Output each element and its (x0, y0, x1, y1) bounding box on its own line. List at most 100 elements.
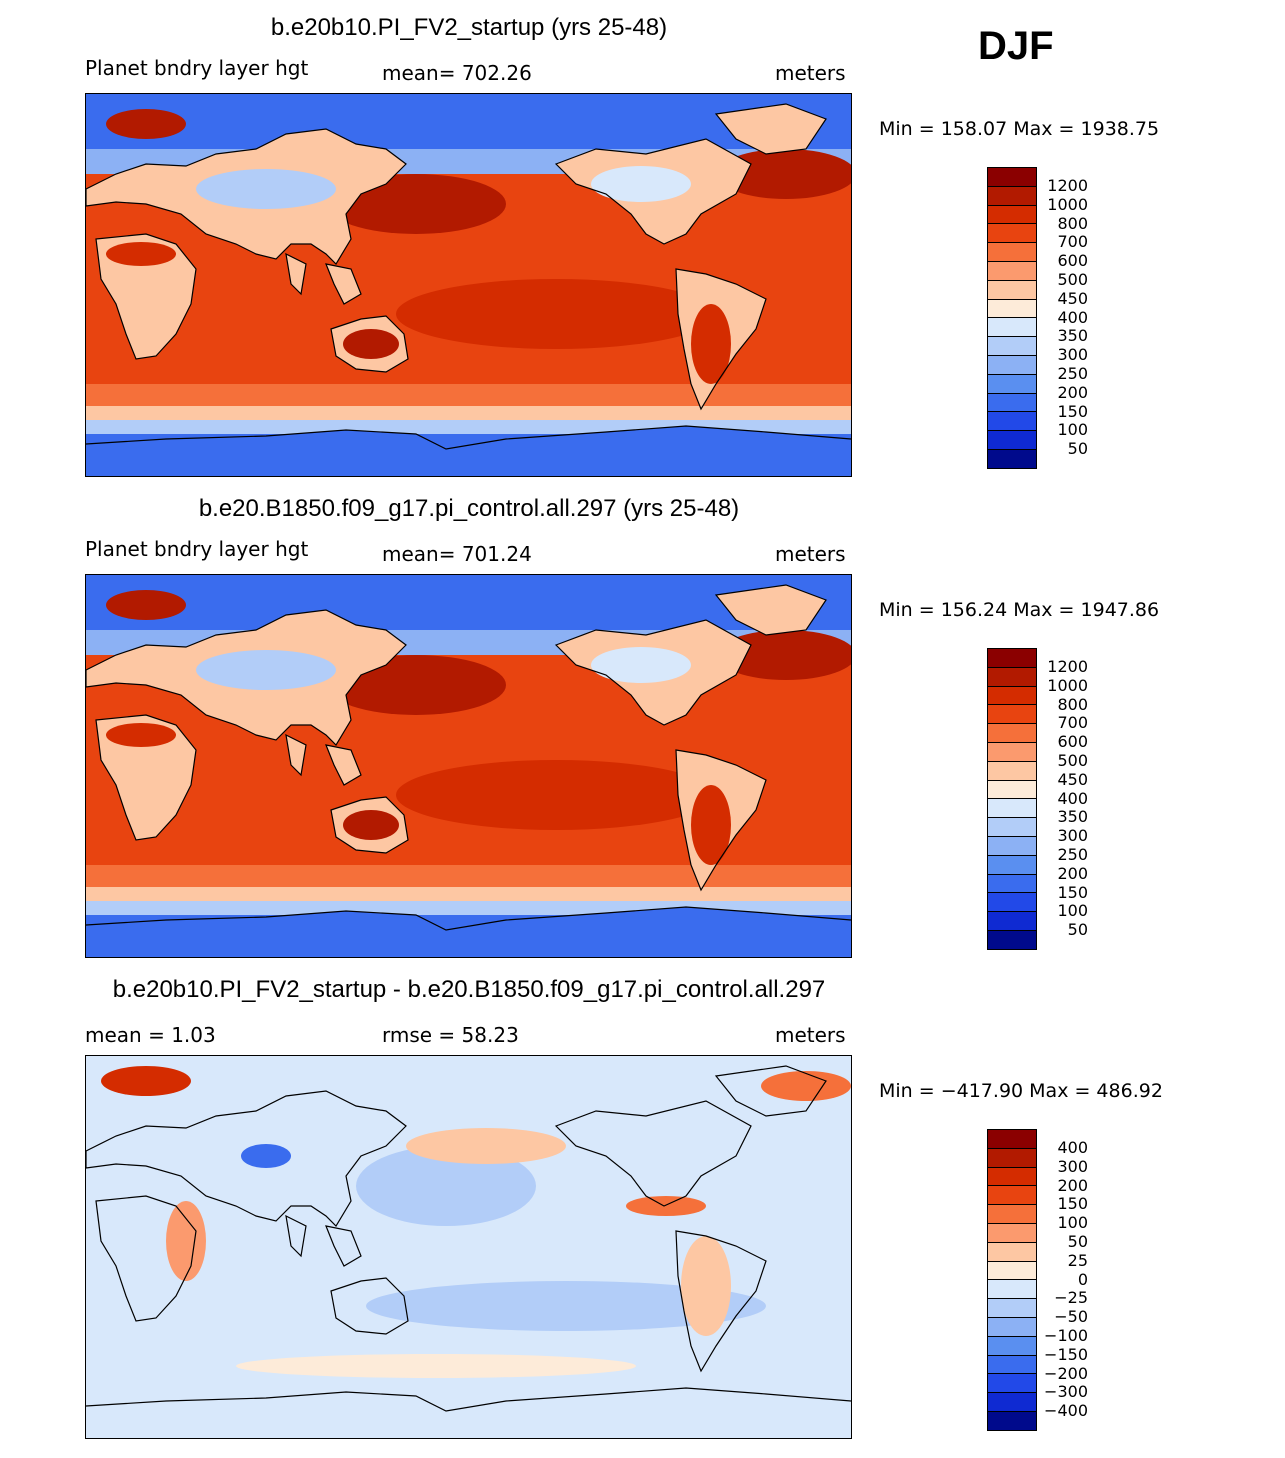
legend-swatch (988, 724, 1036, 743)
map-canvas (86, 575, 851, 957)
variable-label: Planet bndry layer hgt (85, 56, 309, 80)
legend-swatch (988, 355, 1036, 375)
legend-swatch (988, 318, 1036, 338)
legend-swatch (988, 168, 1036, 187)
legend-label: 800 (1057, 213, 1088, 233)
legend-swatch (988, 818, 1036, 837)
legend-swatch (988, 299, 1036, 319)
legend-swatch (988, 1411, 1036, 1430)
legend-label: 100 (1057, 1213, 1088, 1233)
legend-swatch (988, 1167, 1036, 1187)
legend-swatch (988, 261, 1036, 281)
legend-label: 1000 (1047, 675, 1088, 695)
season-label: DJF (978, 24, 1054, 68)
legend-label: −50 (1054, 1307, 1088, 1327)
min-max-label: Min = −417.90 Max = 486.92 (879, 1080, 1163, 1102)
legend-label: 1200 (1047, 657, 1088, 676)
legend-swatch (988, 780, 1036, 800)
panel-title: b.e20b10.PI_FV2_startup - b.e20.B1850.f0… (112, 976, 826, 1003)
legend-swatch (988, 449, 1036, 468)
color-legend (987, 648, 1037, 950)
legend-swatch (988, 374, 1036, 394)
legend-swatch (988, 412, 1036, 432)
legend-swatch (988, 1205, 1036, 1224)
legend-swatch (988, 393, 1036, 413)
legend-label: 150 (1057, 401, 1088, 421)
legend-label: 600 (1057, 732, 1088, 752)
legend-swatch (988, 1223, 1036, 1243)
legend-swatch (988, 855, 1036, 875)
panel-title: b.e20b10.PI_FV2_startup (yrs 25-48) (270, 14, 668, 41)
panel-control-case: b.e20.B1850.f09_g17.pi_control.all.297 (… (0, 495, 1285, 977)
legend-label: 50 (1067, 920, 1088, 940)
legend-label: 350 (1057, 807, 1088, 827)
legend-swatch (988, 912, 1036, 931)
legend-label: 800 (1057, 694, 1088, 714)
panel-difference: b.e20b10.PI_FV2_startup - b.e20.B1850.f0… (0, 976, 1285, 1458)
color-legend (987, 167, 1037, 469)
units-label: meters (775, 1023, 846, 1047)
legend-label: 500 (1057, 750, 1088, 770)
legend-label: 150 (1057, 882, 1088, 902)
legend-swatch (988, 1148, 1036, 1168)
legend-labels: 1200 1000 800 700 600 500 450 400 350 300 250 200 15… (1040, 657, 1088, 940)
legend-swatch (988, 836, 1036, 856)
variable-label: Planet bndry layer hgt (85, 537, 309, 561)
color-legend (987, 1129, 1037, 1431)
legend-label: 200 (1057, 863, 1088, 883)
legend-label: 450 (1057, 288, 1088, 308)
map-canvas (86, 94, 851, 476)
legend-swatch (988, 1280, 1036, 1300)
legend-label: 350 (1057, 326, 1088, 346)
legend-swatch (988, 186, 1036, 206)
legend-label: 300 (1057, 826, 1088, 846)
legend-label: 500 (1057, 269, 1088, 289)
legend-label: −150 (1044, 1344, 1088, 1364)
legend-label: −100 (1044, 1325, 1088, 1345)
legend-labels: 400 300 200 150 100 50 25 0 −25 −50 −100 −150 −200 −3… (1040, 1138, 1088, 1421)
min-max-label: Min = 158.07 Max = 1938.75 (879, 118, 1160, 140)
legend-label: 25 (1067, 1250, 1088, 1270)
legend-label: 400 (1057, 1138, 1088, 1157)
legend-swatch (988, 280, 1036, 300)
legend-labels: 1200 1000 800 700 600 500 450 400 350 300 250 200 15… (1040, 176, 1088, 459)
legend-swatch (988, 1261, 1036, 1281)
legend-swatch (988, 893, 1036, 913)
legend-swatch (988, 705, 1036, 725)
legend-swatch (988, 667, 1036, 687)
legend-label: 150 (1057, 1194, 1088, 1214)
legend-label: 200 (1057, 1175, 1088, 1195)
legend-swatch (988, 243, 1036, 262)
legend-swatch (988, 1242, 1036, 1262)
legend-swatch (988, 1130, 1036, 1149)
legend-swatch (988, 649, 1036, 668)
legend-label: 700 (1057, 713, 1088, 733)
mean-label: mean= 702.26 (382, 61, 532, 85)
legend-swatch (988, 1393, 1036, 1412)
legend-swatch (988, 742, 1036, 762)
rmse-label: rmse = 58.23 (382, 1023, 519, 1047)
contour-map (85, 1055, 852, 1439)
legend-label: 100 (1057, 420, 1088, 440)
legend-label: 200 (1057, 382, 1088, 402)
legend-label: −200 (1044, 1363, 1088, 1383)
legend-label: −25 (1054, 1288, 1088, 1308)
legend-label: 1000 (1047, 194, 1088, 214)
legend-swatch (988, 1299, 1036, 1318)
legend-swatch (988, 1374, 1036, 1394)
panel-title: b.e20.B1850.f09_g17.pi_control.all.297 (… (198, 495, 740, 522)
map-canvas (86, 1056, 851, 1438)
legend-label: 600 (1057, 251, 1088, 271)
legend-swatch (988, 431, 1036, 450)
legend-label: 50 (1067, 439, 1088, 459)
legend-label: 700 (1057, 232, 1088, 252)
legend-swatch (988, 761, 1036, 781)
legend-swatch (988, 1355, 1036, 1375)
panel-test-case: b.e20b10.PI_FV2_startup (yrs 25-48) Plan… (0, 14, 1285, 496)
legend-swatch (988, 1186, 1036, 1206)
legend-label: 0 (1077, 1269, 1088, 1289)
legend-label: 250 (1057, 363, 1088, 383)
legend-label: 1200 (1047, 176, 1088, 195)
units-label: meters (775, 61, 846, 85)
contour-map (85, 574, 852, 958)
